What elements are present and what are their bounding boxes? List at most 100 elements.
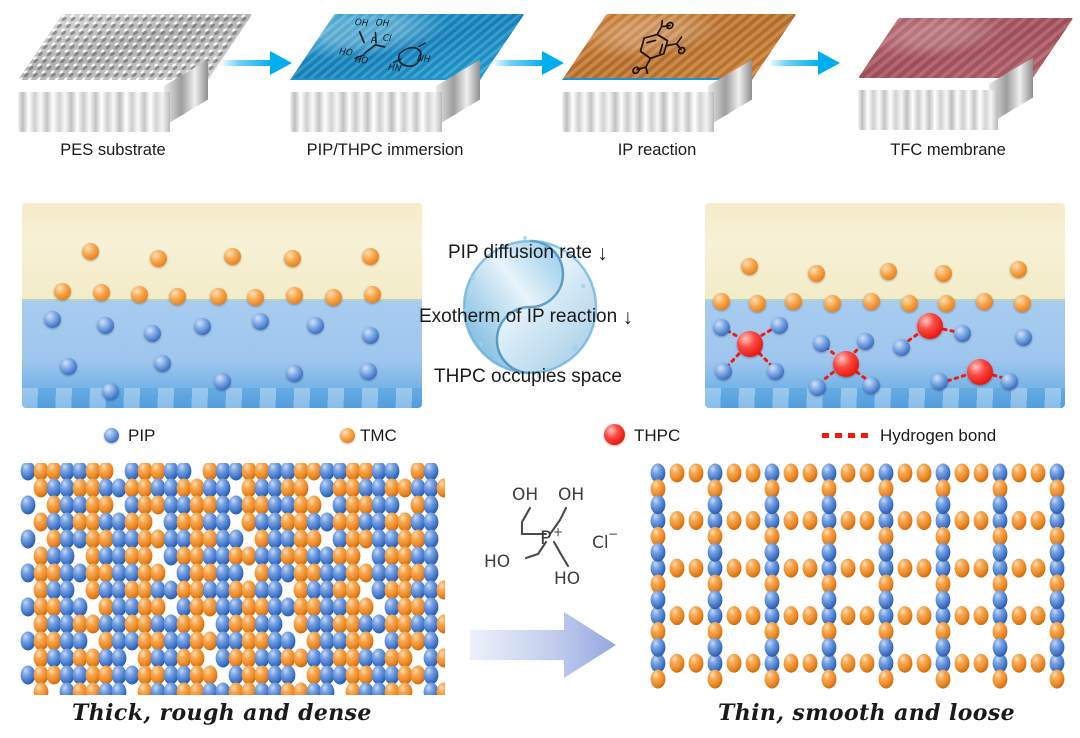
pip-sphere	[214, 373, 231, 390]
pip-node	[267, 563, 283, 583]
pip-node	[423, 546, 439, 566]
pip-node	[163, 665, 179, 685]
pip-node	[650, 653, 666, 673]
tmc-node	[293, 463, 309, 481]
tmc-node	[241, 495, 257, 515]
pip-node	[1049, 653, 1065, 673]
tmc-node	[897, 463, 913, 483]
tmc-node	[306, 495, 322, 515]
tmc-node	[332, 580, 348, 600]
pip-node	[111, 665, 127, 685]
pip-node	[821, 495, 837, 515]
pip-node	[821, 511, 837, 531]
tmc-node	[745, 463, 761, 483]
pip-node	[46, 546, 62, 566]
tmc-node	[85, 665, 101, 685]
pip-node	[319, 648, 335, 668]
aqueous-phase-layer	[22, 301, 422, 408]
tmc-node	[410, 529, 426, 549]
pip-node	[163, 546, 179, 566]
tmc-node	[973, 558, 989, 578]
tmc-node	[669, 463, 685, 483]
tmc-node	[293, 563, 309, 583]
tmc-node	[33, 546, 49, 566]
tmc-node	[254, 665, 270, 685]
pip-node	[228, 495, 244, 515]
tmc-node	[241, 631, 257, 651]
effect-text-1: Exotherm of IP reaction	[419, 306, 618, 327]
pip-node	[1049, 542, 1065, 562]
tmc-node	[410, 563, 426, 583]
tmc-node	[783, 653, 799, 673]
legend-marker-hydrogen-bond	[822, 433, 868, 438]
legend-marker-tmc	[340, 428, 355, 443]
tmc-node	[345, 529, 361, 549]
pip-node	[650, 558, 666, 578]
tmc-node	[98, 529, 114, 549]
tmc-node	[98, 597, 114, 617]
pip-node	[267, 682, 283, 695]
tfc-rose-film	[858, 18, 1074, 78]
pip-node	[124, 631, 140, 651]
pip-node	[59, 631, 75, 651]
pip-sphere	[857, 333, 874, 350]
pip-node	[423, 648, 439, 668]
pip-node	[254, 614, 270, 634]
pip-node	[935, 606, 951, 626]
pip-node	[764, 463, 780, 483]
tmc-node	[332, 614, 348, 634]
pip-node	[228, 463, 244, 481]
tmc-node	[189, 682, 205, 695]
tmc-node	[954, 463, 970, 483]
pes-porous-surface	[18, 14, 253, 80]
tmc-node	[332, 512, 348, 532]
tmc-node	[137, 597, 153, 617]
tmc-node	[764, 526, 780, 546]
pip-node	[215, 682, 231, 695]
pip-node	[59, 665, 75, 685]
tmc-sphere	[901, 295, 918, 312]
tmc-node	[293, 597, 309, 617]
tmc-node	[935, 479, 951, 499]
pip-node	[332, 495, 348, 515]
pip-node	[20, 631, 36, 651]
pip-node	[935, 653, 951, 673]
tmc-node	[137, 563, 153, 583]
pip-node	[423, 478, 439, 498]
tmc-node	[397, 580, 413, 600]
pip-node	[267, 580, 283, 600]
tmc-node	[840, 606, 856, 626]
tmc-node	[98, 495, 114, 515]
pip-node	[707, 542, 723, 562]
tmc-node	[669, 558, 685, 578]
tmc-node	[202, 529, 218, 549]
tmc-node	[897, 558, 913, 578]
pip-node	[111, 512, 127, 532]
tmc-node	[280, 682, 296, 695]
tmc-sphere	[741, 258, 758, 275]
tmc-node	[669, 606, 685, 626]
pip-node	[358, 512, 374, 532]
tmc-node	[821, 669, 837, 689]
pip-node	[59, 478, 75, 498]
pip-node	[59, 529, 75, 549]
pip-node	[280, 463, 296, 481]
tmc-node	[397, 665, 413, 685]
pip-node	[267, 463, 283, 481]
tmc-node	[46, 495, 62, 515]
tmc-node	[935, 526, 951, 546]
pip-node	[59, 463, 75, 481]
pip-node	[111, 529, 127, 549]
tmc-surface-molecule-icon	[632, 19, 686, 74]
tmc-node	[650, 669, 666, 689]
pip-node	[280, 529, 296, 549]
dense-polyamide-network	[20, 463, 445, 695]
tmc-node	[85, 648, 101, 668]
pip-node	[650, 542, 666, 562]
pip-node	[124, 665, 140, 685]
down-arrow-icon-0: ↓	[597, 242, 608, 265]
gradient-block-arrow-icon	[470, 612, 616, 678]
tmc-node	[189, 563, 205, 583]
tmc-node	[358, 665, 374, 685]
tmc-node	[935, 574, 951, 594]
